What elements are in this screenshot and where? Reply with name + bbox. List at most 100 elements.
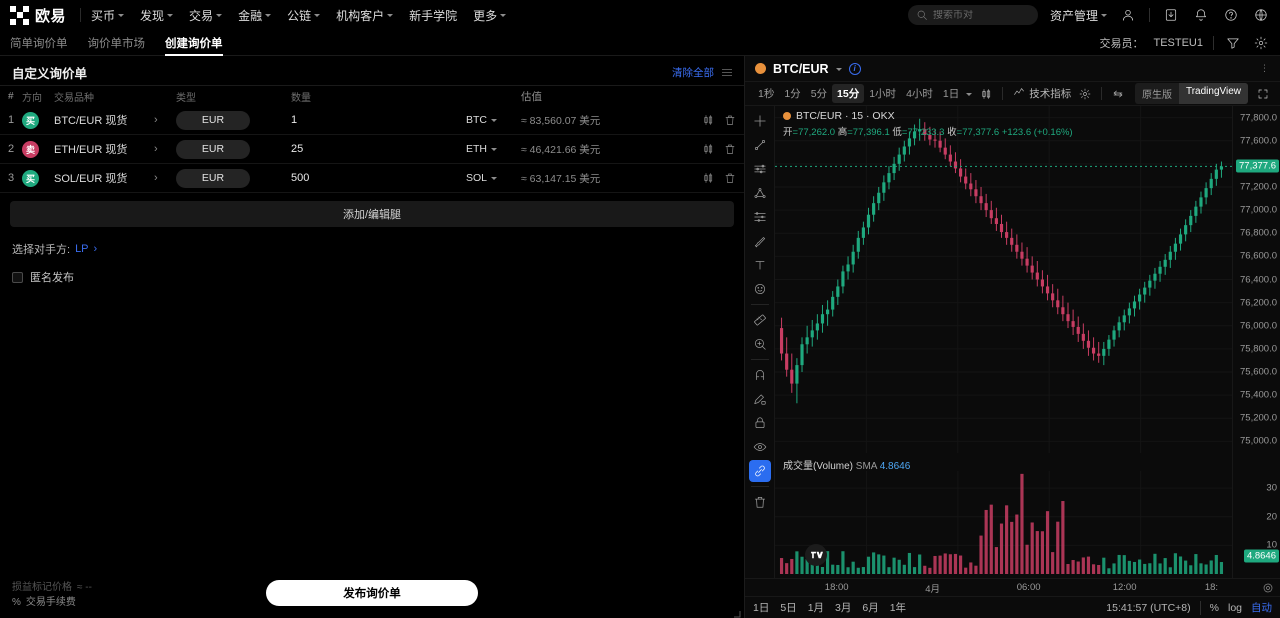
auto-scale-toggle[interactable]: 自动 [1251, 602, 1272, 614]
nav-item-buy-crypto[interactable]: 买币 [91, 7, 125, 24]
filter-funnel-icon[interactable] [1224, 34, 1242, 52]
anonymous-checkbox[interactable] [12, 271, 23, 283]
language-globe-icon[interactable] [1252, 6, 1270, 24]
nav-item-more[interactable]: 更多 [473, 7, 507, 24]
quantity-input[interactable] [291, 143, 441, 155]
time-axis-settings-icon[interactable] [1262, 582, 1274, 597]
info-icon[interactable]: i [848, 62, 861, 75]
delete-trash-icon[interactable] [724, 114, 736, 126]
clear-all-button[interactable]: 清除全部 [672, 67, 714, 79]
range-6m[interactable]: 6月 [862, 602, 879, 614]
search-box[interactable] [907, 5, 1038, 25]
trend-line-icon[interactable] [749, 134, 771, 156]
pencil-lock-icon[interactable] [749, 388, 771, 410]
range-3m[interactable]: 3月 [835, 602, 852, 614]
counterparty-value[interactable]: LP [75, 243, 89, 255]
time-axis[interactable]: 18:00 4月 06:00 12:00 18: [745, 578, 1280, 596]
range-1y[interactable]: 1年 [889, 602, 907, 614]
view-tradingview-option[interactable]: TradingView [1178, 83, 1248, 104]
side-badge-cell[interactable]: 买 [22, 169, 54, 187]
type-pill[interactable]: EUR [176, 110, 250, 130]
tab-rfq-market[interactable]: 询价单市场 [87, 37, 146, 50]
nav-item-finance[interactable]: 金融 [238, 7, 272, 24]
search-input[interactable] [932, 9, 1030, 21]
candle-style-icon[interactable] [976, 88, 996, 100]
range-1d[interactable]: 1日 [753, 602, 770, 614]
candle-chart-icon[interactable] [702, 172, 714, 184]
view-native-option[interactable]: 原生版 [1141, 90, 1172, 101]
timeframe-1d[interactable]: 1日 [942, 88, 960, 100]
timeframe-1h[interactable]: 1小时 [869, 88, 897, 100]
side-badge-cell[interactable]: 卖 [22, 140, 54, 158]
pane-resize-corner[interactable] [733, 607, 741, 618]
quantity-input[interactable] [291, 172, 441, 184]
candle-chart-icon[interactable] [702, 143, 714, 155]
horizontal-lines-icon[interactable] [749, 158, 771, 180]
instrument-selector-chevron-icon[interactable]: › [154, 114, 158, 126]
nav-item-institutional[interactable]: 机构客户 [336, 7, 394, 24]
fullscreen-icon[interactable] [1254, 85, 1272, 103]
publish-rfq-button[interactable]: 发布询价单 [266, 580, 478, 606]
brush-icon[interactable] [749, 230, 771, 252]
side-badge-cell[interactable]: 买 [22, 111, 54, 129]
compare-symbol-icon[interactable] [1108, 88, 1128, 100]
nav-item-academy[interactable]: 新手学院 [409, 8, 458, 23]
counterparty-chevron-icon[interactable]: › [93, 243, 98, 255]
eye-visibility-icon[interactable] [749, 436, 771, 458]
settings-gear-icon[interactable] [1252, 34, 1270, 52]
instrument-selector-chevron-icon[interactable]: › [154, 143, 158, 155]
nav-item-chain[interactable]: 公链 [287, 7, 321, 24]
chart-canvas[interactable]: BTC/EUR · 15 · OKX 开=77,262.0 高=77,396.1… [775, 106, 1232, 578]
anonymous-publish-row[interactable]: 匿名发布 [0, 257, 744, 285]
tab-create-rfq[interactable]: 创建询价单 [165, 30, 223, 56]
remove-drawings-trash-icon[interactable] [749, 491, 771, 513]
notification-bell-icon[interactable] [1192, 6, 1210, 24]
log-scale-toggle[interactable]: log [1227, 601, 1242, 614]
range-1m[interactable]: 1月 [807, 602, 825, 614]
nav-item-discover[interactable]: 发现 [140, 7, 174, 24]
text-tool-icon[interactable] [749, 254, 771, 276]
help-icon[interactable] [1222, 6, 1240, 24]
measure-ruler-icon[interactable] [749, 309, 771, 331]
fibonacci-retracement-icon[interactable] [749, 206, 771, 228]
timeframe-15m[interactable]: 15分 [832, 84, 865, 103]
pitchfork-pattern-icon[interactable] [749, 182, 771, 204]
zoom-in-icon[interactable] [749, 333, 771, 355]
timeframe-5m[interactable]: 5分 [810, 88, 828, 100]
price-axis[interactable]: 77,800.077,600.077,400.077,200.077,000.0… [1232, 106, 1280, 578]
delete-trash-icon[interactable] [724, 172, 736, 184]
crosshair-icon[interactable] [749, 110, 771, 132]
assets-management-menu[interactable]: 资产管理 [1050, 7, 1107, 24]
candle-chart-icon[interactable] [702, 114, 714, 126]
type-pill[interactable]: EUR [176, 139, 250, 159]
timeframe-1m[interactable]: 1分 [784, 88, 801, 100]
percent-scale-toggle[interactable]: % [1209, 601, 1219, 614]
currency-select[interactable]: SOL [466, 172, 498, 184]
tab-simple-rfq[interactable]: 简单询价单 [10, 37, 68, 50]
chart-settings-gear-icon[interactable] [1075, 88, 1095, 100]
nav-item-trade[interactable]: 交易 [189, 7, 223, 24]
currency-select[interactable]: ETH [466, 143, 497, 155]
magnet-icon[interactable] [749, 364, 771, 386]
type-pill[interactable]: EUR [176, 168, 250, 188]
user-account-icon[interactable] [1119, 6, 1137, 24]
timeframe-1s[interactable]: 1秒 [758, 88, 775, 100]
fee-line: % 交易手续费 [12, 595, 732, 610]
range-5d[interactable]: 5日 [780, 602, 797, 614]
download-icon[interactable] [1162, 6, 1180, 24]
timeframe-more-chevron-icon[interactable] [966, 92, 973, 96]
lock-icon[interactable] [749, 412, 771, 434]
panel-resize-grip[interactable] [722, 69, 732, 76]
emoji-sticker-icon[interactable] [749, 278, 771, 300]
instrument-selector-chevron-icon[interactable]: › [154, 172, 158, 184]
currency-select[interactable]: BTC [466, 114, 497, 126]
quantity-input[interactable] [291, 114, 441, 126]
delete-trash-icon[interactable] [724, 143, 736, 155]
chart-menu-dots-icon[interactable]: ⋮ [1260, 63, 1270, 73]
chevron-down-icon[interactable] [835, 67, 842, 71]
link-sync-icon[interactable] [748, 460, 771, 482]
indicators-button[interactable]: 技术指标 [1009, 86, 1075, 101]
add-edit-leg-button[interactable]: 添加/编辑腿 [10, 201, 734, 227]
timeframe-4h[interactable]: 4小时 [906, 88, 933, 100]
brand-logo[interactable]: 欧易 [10, 5, 66, 26]
